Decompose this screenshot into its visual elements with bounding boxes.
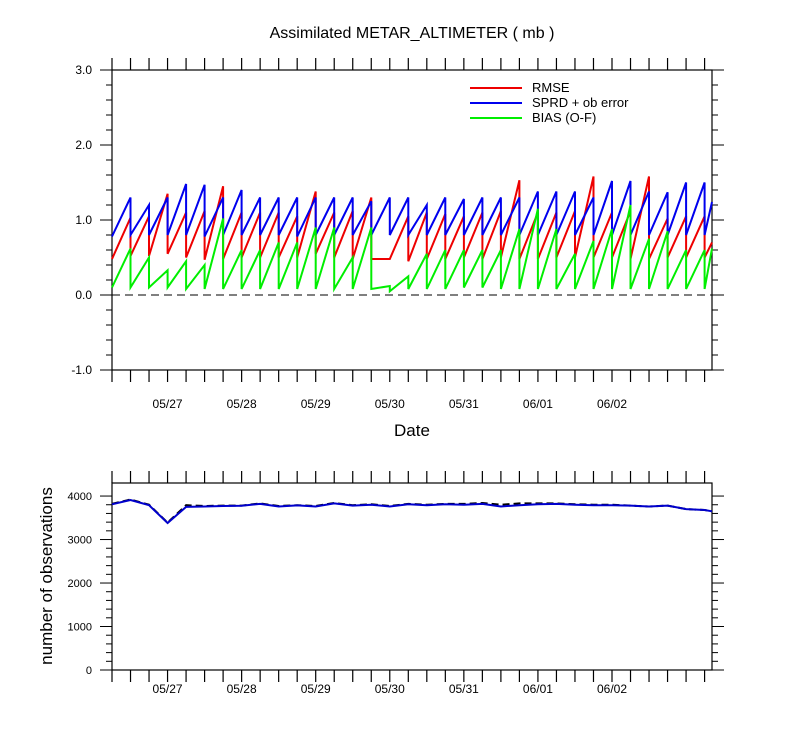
chart-title: Assimilated METAR_ALTIMETER ( mb ): [270, 25, 555, 42]
bottom-plot-frame: [111, 482, 713, 671]
y-tick-label: 2.0: [75, 138, 92, 152]
x-tick-label: 06/02: [597, 682, 627, 696]
bottom-series-observations-possible: [111, 498, 713, 524]
top-x-axis: 05/27 05/28 05/29 05/30 05/31 06/01 06/02: [111, 58, 706, 411]
x-axis-label: Date: [394, 421, 430, 440]
y-tick-label: 4000: [68, 491, 92, 503]
y-axis-label: number of observations: [37, 487, 56, 665]
x-tick-label: 05/30: [375, 397, 405, 411]
top-panel: -1.00.01.02.03.0 05/27 05/28 05/29 05/30 05/…: [71, 58, 724, 440]
y-tick-label: 1.0: [75, 213, 92, 227]
top-series-bias-o-f-: [111, 204, 713, 294]
bottom-series-observations-assimilated: [111, 498, 713, 525]
bottom-x-axis: 05/27 05/28 05/29 05/30 05/31 06/01 06/02: [111, 471, 706, 696]
top-series-group: [111, 176, 713, 294]
y-tick-label: 1000: [68, 622, 92, 634]
y-tick-label: 0.0: [75, 288, 92, 302]
bottom-y-axis: 0 1000 2000 3000 4000: [68, 491, 724, 677]
x-tick-label: 05/31: [449, 682, 479, 696]
top-y-axis: -1.0 0.0 1.0 2.0 3.0: [71, 63, 724, 377]
top-series-sprd-ob-error: [111, 180, 713, 239]
x-tick-label: 06/02: [597, 397, 627, 411]
y-tick-label: 3.0: [75, 63, 92, 77]
legend-label: BIAS (O-F): [532, 110, 596, 125]
y-tick-label: 0: [86, 665, 92, 677]
x-tick-label: 05/29: [301, 682, 331, 696]
x-tick-label: 05/28: [227, 397, 257, 411]
x-tick-label: 05/27: [153, 397, 183, 411]
legend-label: SPRD + ob error: [532, 95, 629, 110]
x-tick-label: 05/28: [227, 682, 257, 696]
x-tick-label: 05/31: [449, 397, 479, 411]
x-tick-label: 06/01: [523, 682, 553, 696]
y-tick-label: 2000: [68, 578, 92, 590]
bottom-series-group: [111, 498, 713, 525]
x-tick-label: 05/30: [375, 682, 405, 696]
x-tick-label: 05/27: [153, 682, 183, 696]
x-tick-label: 06/01: [523, 397, 553, 411]
legend-label: RMSE: [532, 80, 570, 95]
x-tick-label: 05/29: [301, 397, 331, 411]
y-tick-label: 3000: [68, 535, 92, 547]
y-tick-label: -1.0: [71, 363, 92, 377]
